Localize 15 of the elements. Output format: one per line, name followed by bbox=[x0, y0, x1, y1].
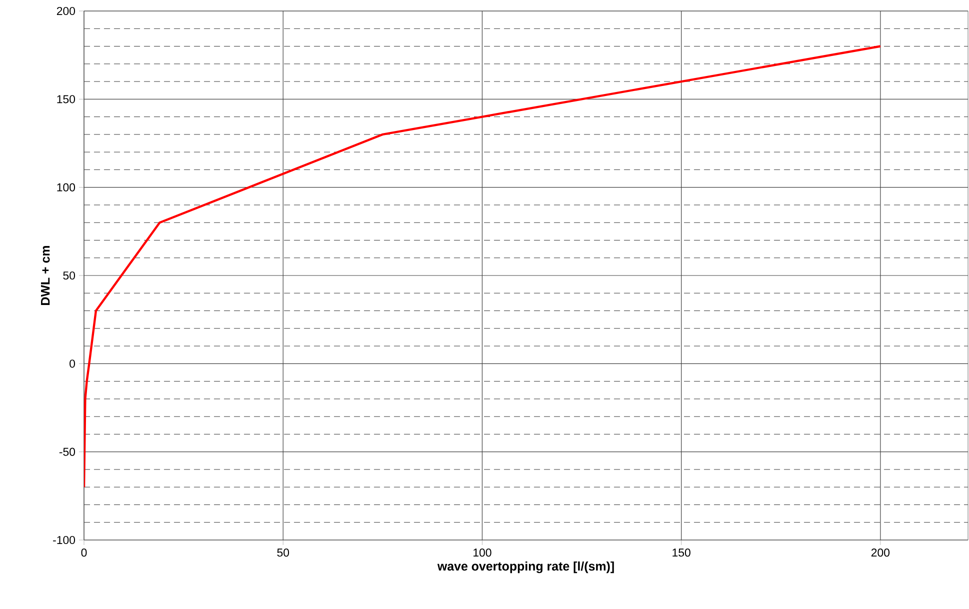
x-tick-label: 200 bbox=[871, 548, 890, 557]
y-tick-label: 50 bbox=[63, 271, 76, 280]
y-tick-label: 0 bbox=[70, 360, 76, 368]
x-tick-label: 100 bbox=[474, 548, 492, 557]
y-tick-label: 150 bbox=[57, 95, 76, 104]
y-tick-label: -50 bbox=[59, 448, 76, 456]
x-tick-label: 150 bbox=[672, 548, 690, 557]
x-tick-label: 0 bbox=[81, 548, 87, 557]
x-tick-label: 50 bbox=[277, 548, 290, 557]
y-tick-label: 200 bbox=[56, 6, 76, 16]
y-tick-label: 100 bbox=[57, 183, 76, 192]
line-series bbox=[84, 45, 882, 488]
y-axis-title: DWL + cm bbox=[41, 246, 50, 305]
x-axis-title: wave overtopping rate [l/(sm)] bbox=[437, 561, 614, 574]
y-tick-label: -100 bbox=[53, 536, 76, 544]
